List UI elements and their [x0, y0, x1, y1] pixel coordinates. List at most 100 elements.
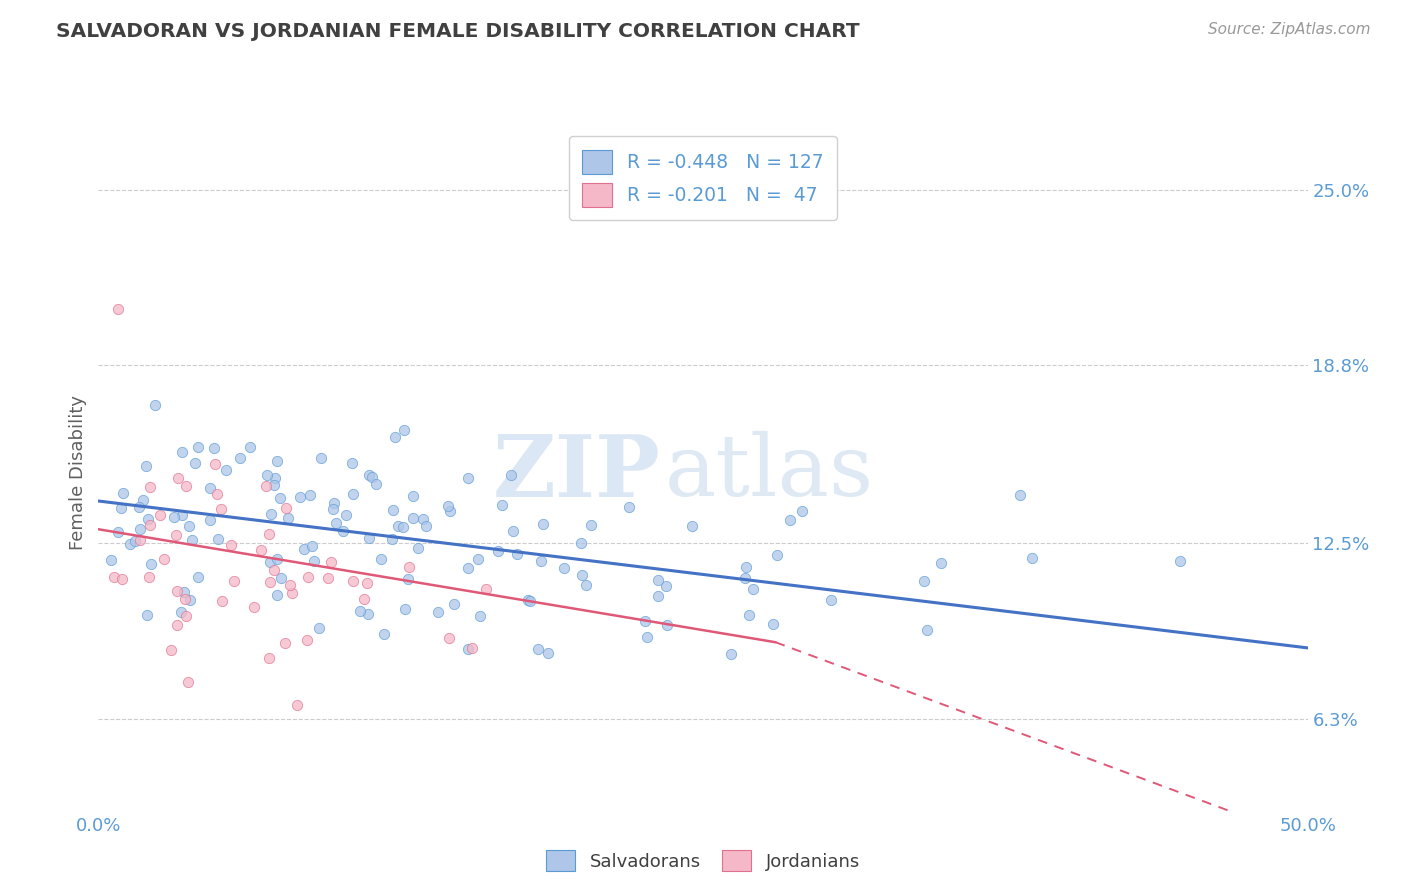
Point: [342, 574, 364, 588]
Point: [177, 518, 200, 533]
Point: [357, 531, 380, 545]
Point: [138, 570, 160, 584]
Point: [396, 572, 419, 586]
Point: [170, 508, 193, 522]
Point: [301, 539, 323, 553]
Point: [415, 518, 437, 533]
Point: [356, 576, 378, 591]
Point: [204, 458, 226, 472]
Point: [467, 552, 489, 566]
Point: [211, 594, 233, 608]
Point: [257, 527, 280, 541]
Point: [107, 301, 129, 316]
Point: [461, 641, 484, 656]
Point: [128, 500, 150, 515]
Point: [159, 643, 181, 657]
Point: [254, 479, 277, 493]
Point: [437, 499, 460, 513]
Point: [325, 516, 347, 531]
Point: [912, 574, 935, 588]
Point: [335, 508, 357, 523]
Point: [219, 538, 242, 552]
Point: [820, 593, 842, 607]
Point: [166, 583, 188, 598]
Point: [332, 524, 354, 538]
Point: [138, 517, 160, 532]
Point: [299, 488, 322, 502]
Point: [762, 616, 785, 631]
Point: [153, 551, 176, 566]
Point: [263, 471, 285, 485]
Point: [373, 626, 395, 640]
Point: [647, 573, 669, 587]
Point: [569, 536, 592, 550]
Point: [387, 518, 409, 533]
Point: [766, 548, 789, 562]
Point: [915, 624, 938, 638]
Point: [381, 502, 404, 516]
Point: [174, 479, 197, 493]
Point: [617, 500, 640, 514]
Point: [361, 470, 384, 484]
Point: [457, 471, 479, 485]
Point: [720, 647, 742, 661]
Point: [655, 618, 678, 632]
Point: [322, 502, 344, 516]
Point: [166, 618, 188, 632]
Point: [392, 423, 415, 437]
Point: [357, 468, 380, 483]
Point: [263, 563, 285, 577]
Point: [124, 533, 146, 548]
Point: [295, 632, 318, 647]
Point: [499, 467, 522, 482]
Point: [443, 598, 465, 612]
Point: [170, 445, 193, 459]
Point: [790, 504, 813, 518]
Text: ZIP: ZIP: [494, 431, 661, 515]
Point: [474, 582, 496, 596]
Point: [187, 441, 209, 455]
Point: [274, 500, 297, 515]
Point: [174, 609, 197, 624]
Point: [384, 429, 406, 443]
Point: [290, 490, 312, 504]
Point: [322, 496, 344, 510]
Point: [356, 607, 378, 621]
Point: [222, 574, 245, 588]
Text: atlas: atlas: [664, 431, 873, 515]
Point: [308, 621, 330, 635]
Point: [273, 635, 295, 649]
Point: [129, 533, 152, 548]
Point: [200, 513, 222, 527]
Point: [1008, 488, 1031, 502]
Point: [394, 602, 416, 616]
Point: [742, 582, 765, 596]
Point: [180, 533, 202, 547]
Legend: R = -0.448   N = 127, R = -0.201   N =  47: R = -0.448 N = 127, R = -0.201 N = 47: [569, 136, 837, 220]
Point: [256, 468, 278, 483]
Point: [259, 574, 281, 589]
Point: [309, 450, 332, 465]
Point: [636, 631, 658, 645]
Point: [170, 605, 193, 619]
Point: [929, 556, 952, 570]
Point: [486, 543, 509, 558]
Point: [1168, 554, 1191, 568]
Point: [292, 542, 315, 557]
Point: [136, 608, 159, 623]
Point: [634, 614, 657, 628]
Point: [266, 552, 288, 566]
Point: [112, 486, 135, 500]
Point: [734, 571, 756, 585]
Point: [266, 588, 288, 602]
Point: [537, 646, 560, 660]
Point: [280, 586, 302, 600]
Point: [110, 501, 132, 516]
Point: [575, 578, 598, 592]
Point: [316, 571, 339, 585]
Point: [187, 569, 209, 583]
Point: [779, 513, 801, 527]
Point: [277, 510, 299, 524]
Point: [502, 524, 524, 538]
Point: [737, 608, 759, 623]
